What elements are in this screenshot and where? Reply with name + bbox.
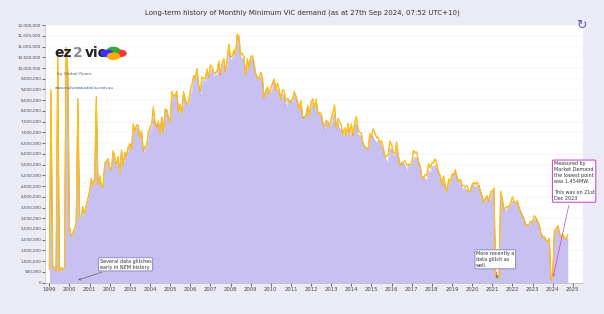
Text: Several data glitches
early in NEM history: Several data glitches early in NEM histo… [79,259,152,280]
Text: Long-term history of Monthly Minimum VIC demand (as at 27th Sep 2024, 07:52 UTC+: Long-term history of Monthly Minimum VIC… [144,9,460,16]
Text: ↻: ↻ [576,19,586,32]
Text: ez: ez [54,46,72,60]
Text: by Global-Roam: by Global-Roam [57,72,92,76]
Text: www.ez2viewaustralia.com.au: www.ez2viewaustralia.com.au [54,86,113,90]
Text: view: view [85,46,121,60]
Text: 2: 2 [72,46,82,60]
Text: Measured by
Market Demand
the lowest point
was 1,454MW.

This was on 21st
Dec 20: Measured by Market Demand the lowest poi… [553,161,594,276]
Text: More recently a
data glitch as
well.: More recently a data glitch as well. [476,251,515,278]
